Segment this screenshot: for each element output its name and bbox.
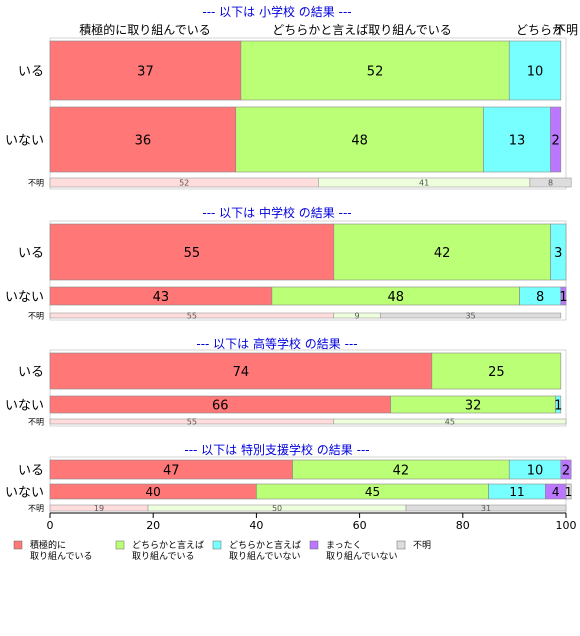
unknown-label: 不明 bbox=[28, 312, 44, 321]
bar-segment bbox=[550, 106, 562, 173]
bar-segment bbox=[555, 395, 562, 414]
bar-segment bbox=[560, 459, 572, 480]
group-title: --- 以下は 高等学校 の結果 --- bbox=[196, 336, 357, 351]
row-label: いない bbox=[5, 399, 44, 414]
bar-segment bbox=[550, 223, 567, 281]
unknown-data-label: 55 bbox=[187, 312, 197, 321]
unknown-segment bbox=[405, 504, 567, 512]
data-label: 52 bbox=[367, 64, 384, 79]
bar-segment bbox=[565, 483, 572, 500]
bar-segment bbox=[240, 40, 510, 101]
unknown-data-label: 55 bbox=[187, 418, 197, 427]
legend-label: 取り組んでいない bbox=[326, 550, 398, 562]
header-label: どちらか bbox=[516, 23, 564, 37]
data-label: 36 bbox=[135, 133, 152, 148]
legend-swatch bbox=[309, 540, 319, 550]
unknown-label: 不明 bbox=[28, 179, 44, 188]
unknown-label: 不明 bbox=[28, 504, 44, 513]
row-label: いない bbox=[5, 486, 44, 501]
bar-segment bbox=[235, 106, 484, 173]
legend-label: 取り組んでいる bbox=[30, 550, 93, 562]
bar-segment bbox=[49, 223, 335, 281]
legend-swatch bbox=[396, 540, 406, 550]
data-label: 40 bbox=[146, 485, 161, 499]
data-label: 48 bbox=[387, 290, 404, 305]
bar-segment bbox=[49, 352, 433, 390]
x-tick-label: 80 bbox=[456, 519, 470, 532]
unknown-data-label: 50 bbox=[272, 504, 282, 513]
x-tick-label: 60 bbox=[353, 519, 367, 532]
unknown-data-label: 45 bbox=[445, 418, 455, 427]
row-label: いる bbox=[18, 464, 44, 479]
legend-label: 取り組んでいる bbox=[132, 550, 195, 562]
unknown-data-label: 35 bbox=[465, 312, 475, 321]
unknown-label: 不明 bbox=[28, 418, 44, 427]
group-title: --- 以下は 特別支援学校 の結果 --- bbox=[184, 442, 369, 457]
row-label: いる bbox=[18, 246, 44, 261]
group-title: --- 以下は 中学校 の結果 --- bbox=[202, 205, 351, 220]
unknown-segment bbox=[333, 418, 567, 425]
row-label: いる bbox=[18, 365, 44, 380]
bar-segment bbox=[483, 106, 551, 173]
data-label: 3 bbox=[554, 246, 562, 261]
unknown-data-label: 41 bbox=[419, 179, 429, 188]
legend-label: 積極的に bbox=[30, 539, 66, 551]
data-label: 13 bbox=[509, 133, 526, 148]
legend-label: どちらかと言えば bbox=[132, 539, 204, 551]
data-label: 25 bbox=[488, 365, 505, 380]
bar-segment bbox=[560, 286, 567, 306]
legend-label: どちらかと言えば bbox=[229, 539, 301, 551]
data-label: 1 bbox=[565, 485, 573, 499]
data-label: 55 bbox=[184, 246, 201, 261]
unknown-segment bbox=[529, 177, 572, 188]
x-tick-label: 100 bbox=[556, 519, 577, 532]
unknown-data-label: 9 bbox=[354, 312, 359, 321]
x-tick-label: 0 bbox=[47, 519, 54, 532]
legend-swatch bbox=[13, 540, 23, 550]
legend-label: 取り組んでいない bbox=[229, 550, 301, 562]
row-label: いる bbox=[18, 65, 44, 80]
data-label: 43 bbox=[153, 290, 170, 305]
header-label: どちらかと言えば取り組んでいる bbox=[272, 23, 451, 37]
data-label: 8 bbox=[536, 290, 544, 305]
unknown-data-label: 52 bbox=[179, 179, 189, 188]
data-label: 11 bbox=[509, 485, 524, 499]
x-tick-label: 20 bbox=[146, 519, 160, 532]
header-label: 積極的に取り組んでいる bbox=[79, 22, 210, 37]
row-label: いない bbox=[5, 134, 44, 149]
unknown-data-label: 19 bbox=[94, 504, 104, 513]
bar-segment bbox=[49, 40, 242, 101]
bar-segment bbox=[508, 40, 562, 101]
legend-label: まったく bbox=[326, 540, 362, 551]
bar-segment bbox=[431, 352, 562, 390]
group-title: --- 以下は 小学校 の結果 --- bbox=[202, 4, 351, 19]
data-label: 2 bbox=[552, 133, 560, 148]
data-label: 1 bbox=[554, 398, 562, 413]
row-label: いない bbox=[5, 290, 44, 305]
data-label: 37 bbox=[137, 64, 154, 79]
unknown-segment bbox=[379, 312, 562, 319]
data-label: 47 bbox=[163, 463, 180, 478]
unknown-data-label: 31 bbox=[481, 504, 491, 513]
data-label: 32 bbox=[465, 398, 482, 413]
data-label: 10 bbox=[527, 463, 544, 478]
legend-swatch bbox=[212, 540, 222, 550]
header-label: 不明 bbox=[554, 23, 578, 37]
data-label: 1 bbox=[559, 290, 567, 305]
data-label: 42 bbox=[393, 463, 410, 478]
legend-label: 不明 bbox=[413, 540, 431, 551]
data-label: 2 bbox=[562, 463, 570, 478]
legend-swatch bbox=[115, 540, 125, 550]
unknown-data-label: 8 bbox=[548, 179, 553, 188]
data-label: 48 bbox=[351, 133, 368, 148]
data-label: 45 bbox=[365, 485, 380, 499]
data-label: 10 bbox=[527, 64, 544, 79]
bar-segment bbox=[49, 106, 237, 173]
data-label: 42 bbox=[434, 246, 451, 261]
data-label: 4 bbox=[552, 485, 560, 499]
data-label: 74 bbox=[233, 365, 250, 380]
x-tick-label: 40 bbox=[249, 519, 263, 532]
data-label: 66 bbox=[212, 398, 229, 413]
